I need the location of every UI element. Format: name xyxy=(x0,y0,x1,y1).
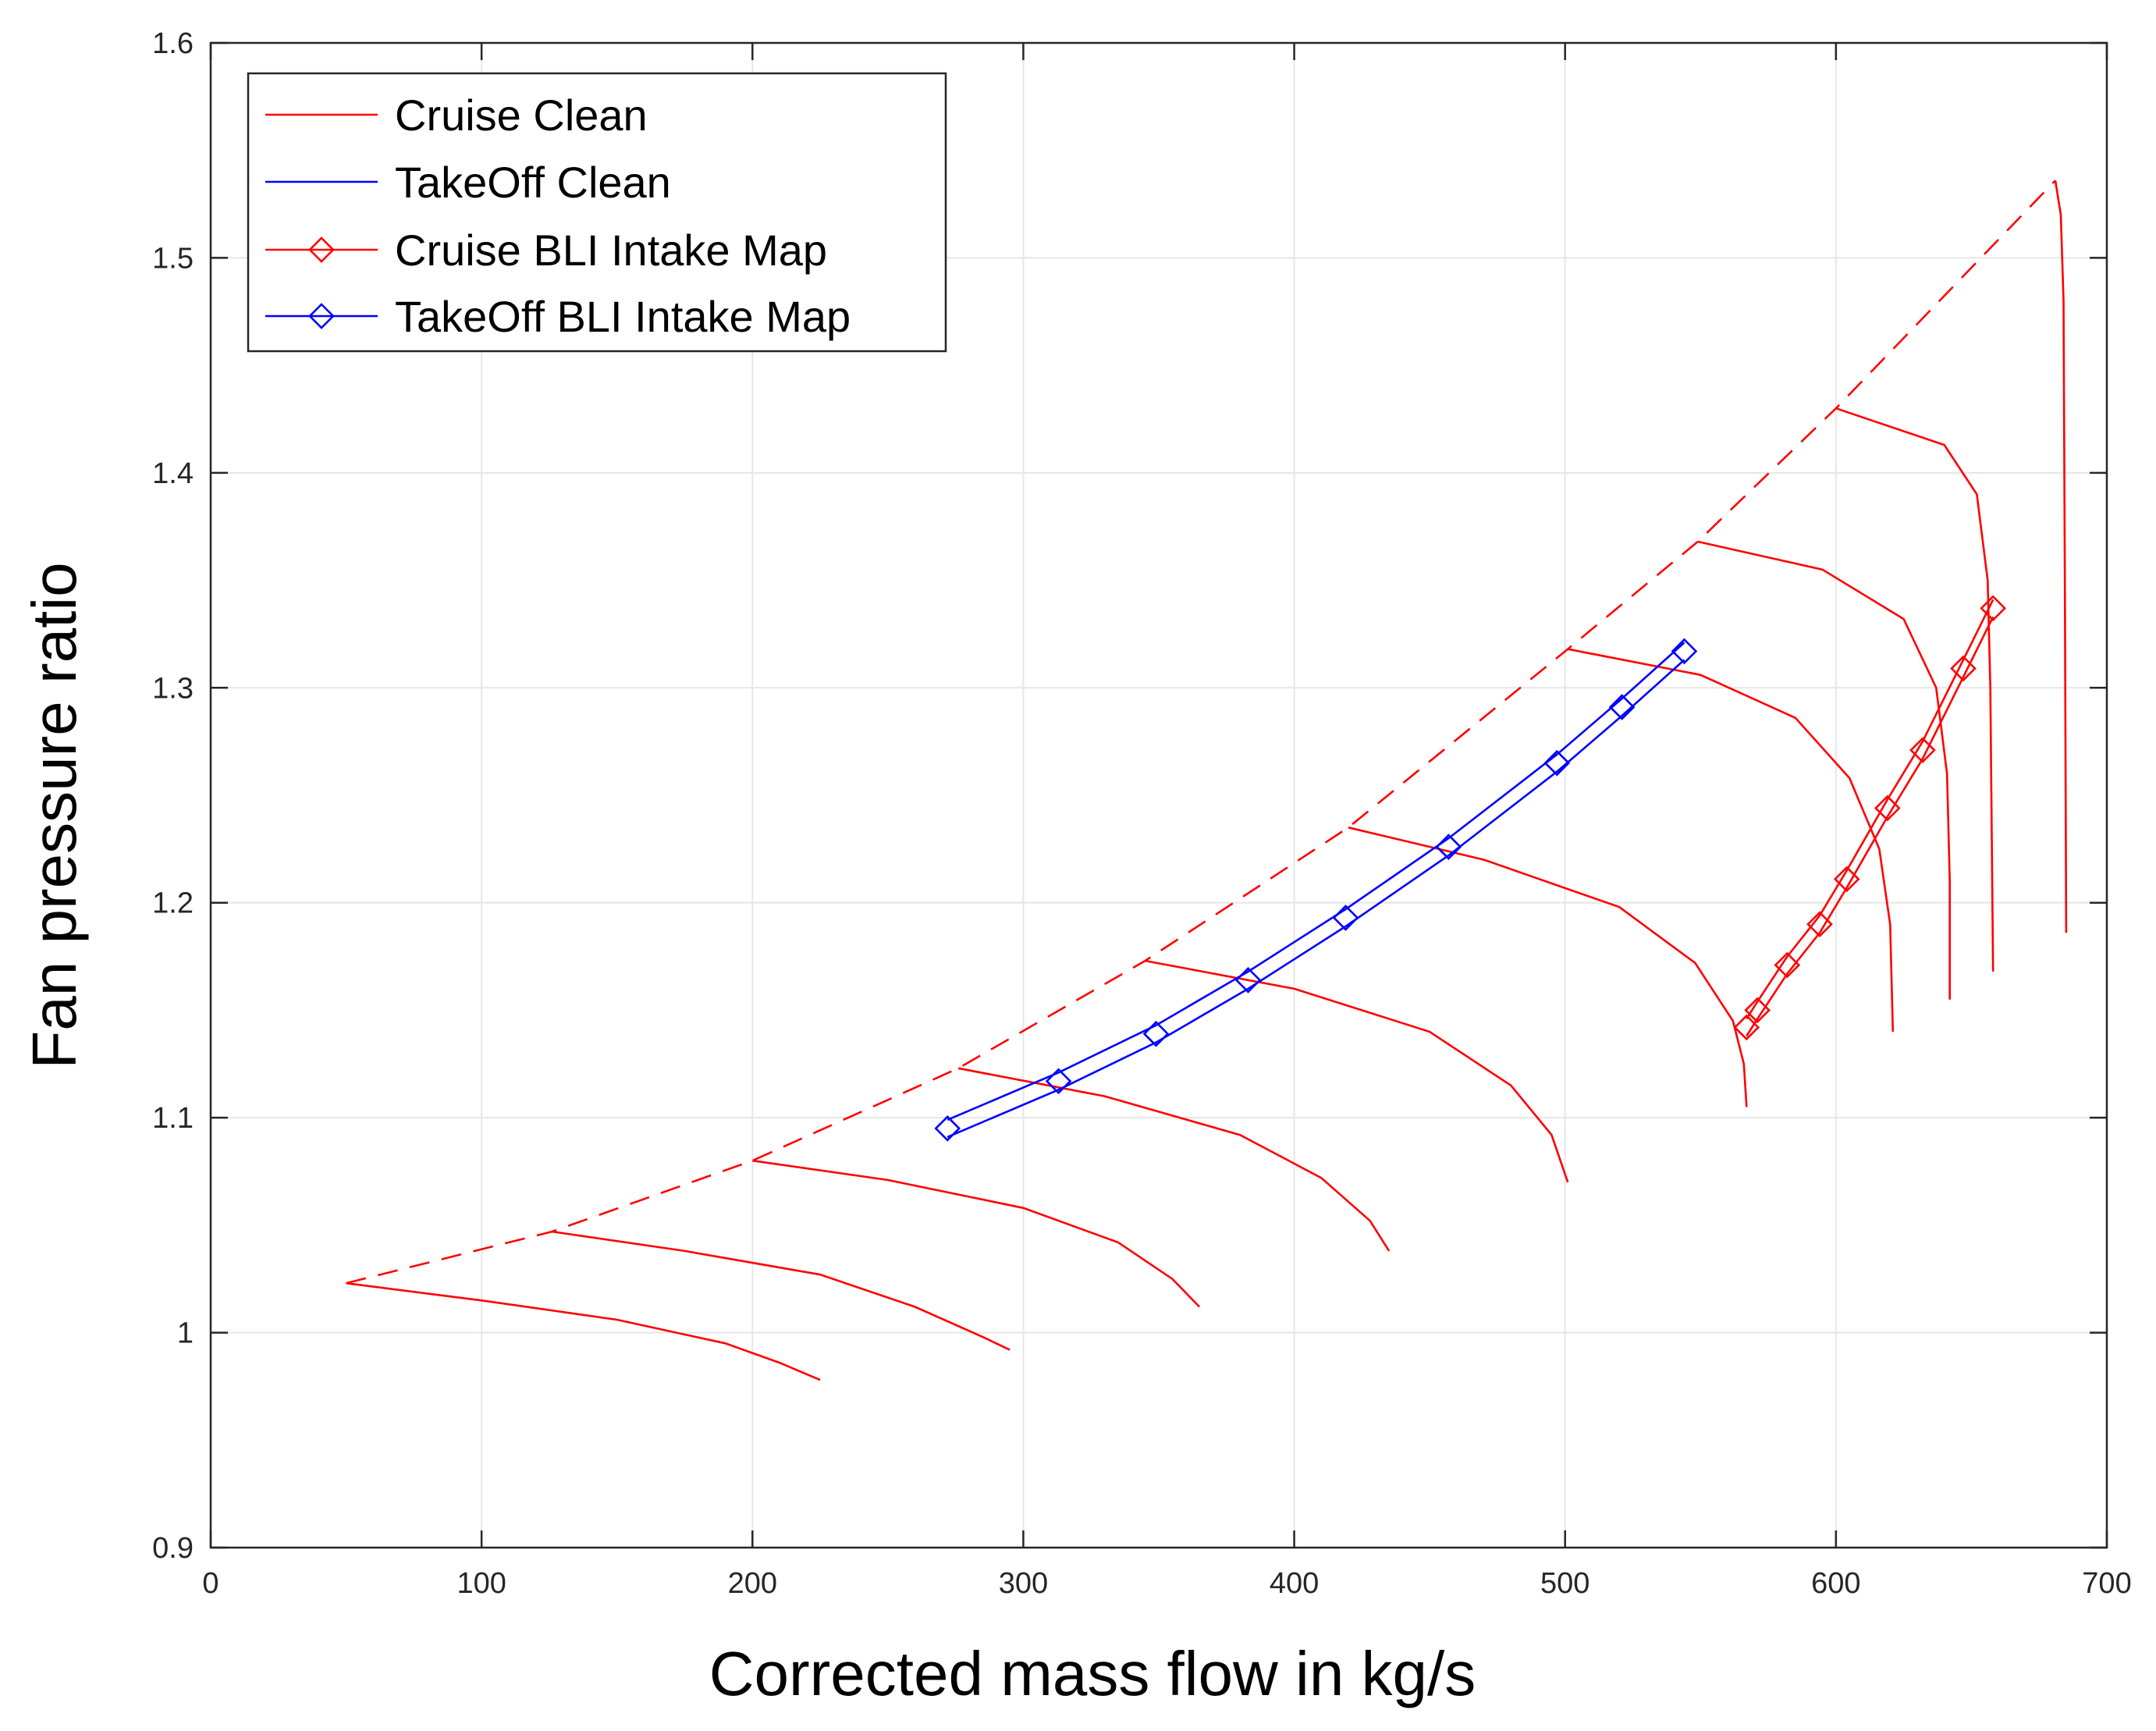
speed-line-3 xyxy=(752,1159,1201,1308)
takeoff-bli-marker-4 xyxy=(1234,967,1262,993)
cruise-bli-marker-3 xyxy=(1774,951,1801,979)
speed-line-1 xyxy=(346,1281,821,1381)
y-tick-label-7: 1.6 xyxy=(152,27,194,60)
y-tick-label-1: 1 xyxy=(177,1317,194,1350)
curves xyxy=(346,179,2068,1381)
legend-marker-3 xyxy=(308,236,335,263)
x-tick-label-6: 600 xyxy=(1811,1567,1860,1600)
cruise-bli-line-lower xyxy=(1746,616,1994,1037)
x-tick-label-2: 200 xyxy=(728,1567,777,1600)
cruise-bli-marker-7 xyxy=(1909,737,1936,763)
cruise-bli-marker-2 xyxy=(1744,997,1771,1024)
bli-series xyxy=(934,595,2007,1142)
takeoff-bli-marker-8 xyxy=(1608,694,1636,720)
x-tick-label-4: 400 xyxy=(1270,1567,1319,1600)
legend-entries: Cruise Clean TakeOff Clean Cruise BLI Inta… xyxy=(265,91,851,341)
x-tick-label-3: 300 xyxy=(999,1567,1048,1600)
y-tick-label-4: 1.3 xyxy=(152,672,194,705)
legend-label-4: TakeOff BLI Intake Map xyxy=(395,292,851,341)
x-tick-label-7: 700 xyxy=(2082,1567,2131,1600)
cruise-bli-marker-5 xyxy=(1833,865,1860,893)
x-tick-label-0: 0 xyxy=(202,1567,218,1600)
tick-labels: 0 100 200 300 400 500 600 700 0.9 1 1.1 1.2 1.3 1.4 1.… xyxy=(152,27,2132,1600)
legend: Cruise Clean TakeOff Clean Cruise BLI Inta… xyxy=(247,72,947,353)
y-axis-title: Fan pressure ratio xyxy=(20,562,89,1068)
speed-line-9 xyxy=(1835,407,1994,972)
cruise-bli-line-upper xyxy=(1746,599,1994,1020)
y-tick-label-2: 1.1 xyxy=(152,1102,194,1135)
speed-line-8 xyxy=(1697,540,1951,1000)
speed-line-6 xyxy=(1348,826,1748,1107)
takeoff-bli-marker-2 xyxy=(1045,1068,1072,1095)
legend-marker-4 xyxy=(308,303,335,329)
speed-line-10 xyxy=(2054,180,2068,933)
takeoff-bli-marker-5 xyxy=(1332,905,1359,931)
cruise-bli-marker-8 xyxy=(1950,655,1977,682)
x-axis-title: Corrected mass flow in kg/s xyxy=(709,1639,1476,1708)
y-tick-label-6: 1.5 xyxy=(152,242,194,275)
cruise-bli-marker-6 xyxy=(1874,794,1901,822)
speed-line-2 xyxy=(552,1230,1011,1351)
takeoff-bli-marker-1 xyxy=(934,1115,961,1142)
takeoff-bli-line-upper xyxy=(947,642,1685,1121)
grid xyxy=(211,43,2107,1548)
takeoff-bli-marker-9 xyxy=(1671,638,1698,665)
cruise-bli-marker-9 xyxy=(1980,595,2007,622)
legend-label-2: TakeOff Clean xyxy=(395,158,671,207)
speed-line-5 xyxy=(1145,959,1569,1183)
legend-label-1: Cruise Clean xyxy=(395,91,648,140)
axes xyxy=(209,41,2108,1549)
takeoff-bli-marker-3 xyxy=(1142,1020,1170,1047)
y-tick-label-5: 1.4 xyxy=(152,457,194,490)
y-tick-label-0: 0.9 xyxy=(152,1532,194,1565)
legend-box xyxy=(247,72,947,353)
y-tick-label-3: 1.2 xyxy=(152,887,194,920)
speed-line-4 xyxy=(957,1067,1391,1252)
cruise-bli-marker-1 xyxy=(1733,1014,1760,1041)
x-tick-label-1: 100 xyxy=(456,1567,506,1600)
takeoff-bli-line-lower xyxy=(947,659,1685,1139)
legend-label-3: Cruise BLI Intake Map xyxy=(395,226,827,275)
takeoff-bli-marker-6 xyxy=(1435,834,1462,860)
takeoff-bli-marker-7 xyxy=(1543,749,1571,777)
x-tick-label-5: 500 xyxy=(1540,1567,1589,1600)
speed-line-7 xyxy=(1567,648,1895,1033)
surge-line xyxy=(346,179,2056,1285)
plot-frame xyxy=(209,41,2108,1549)
cruise-bli-marker-4 xyxy=(1806,911,1833,938)
